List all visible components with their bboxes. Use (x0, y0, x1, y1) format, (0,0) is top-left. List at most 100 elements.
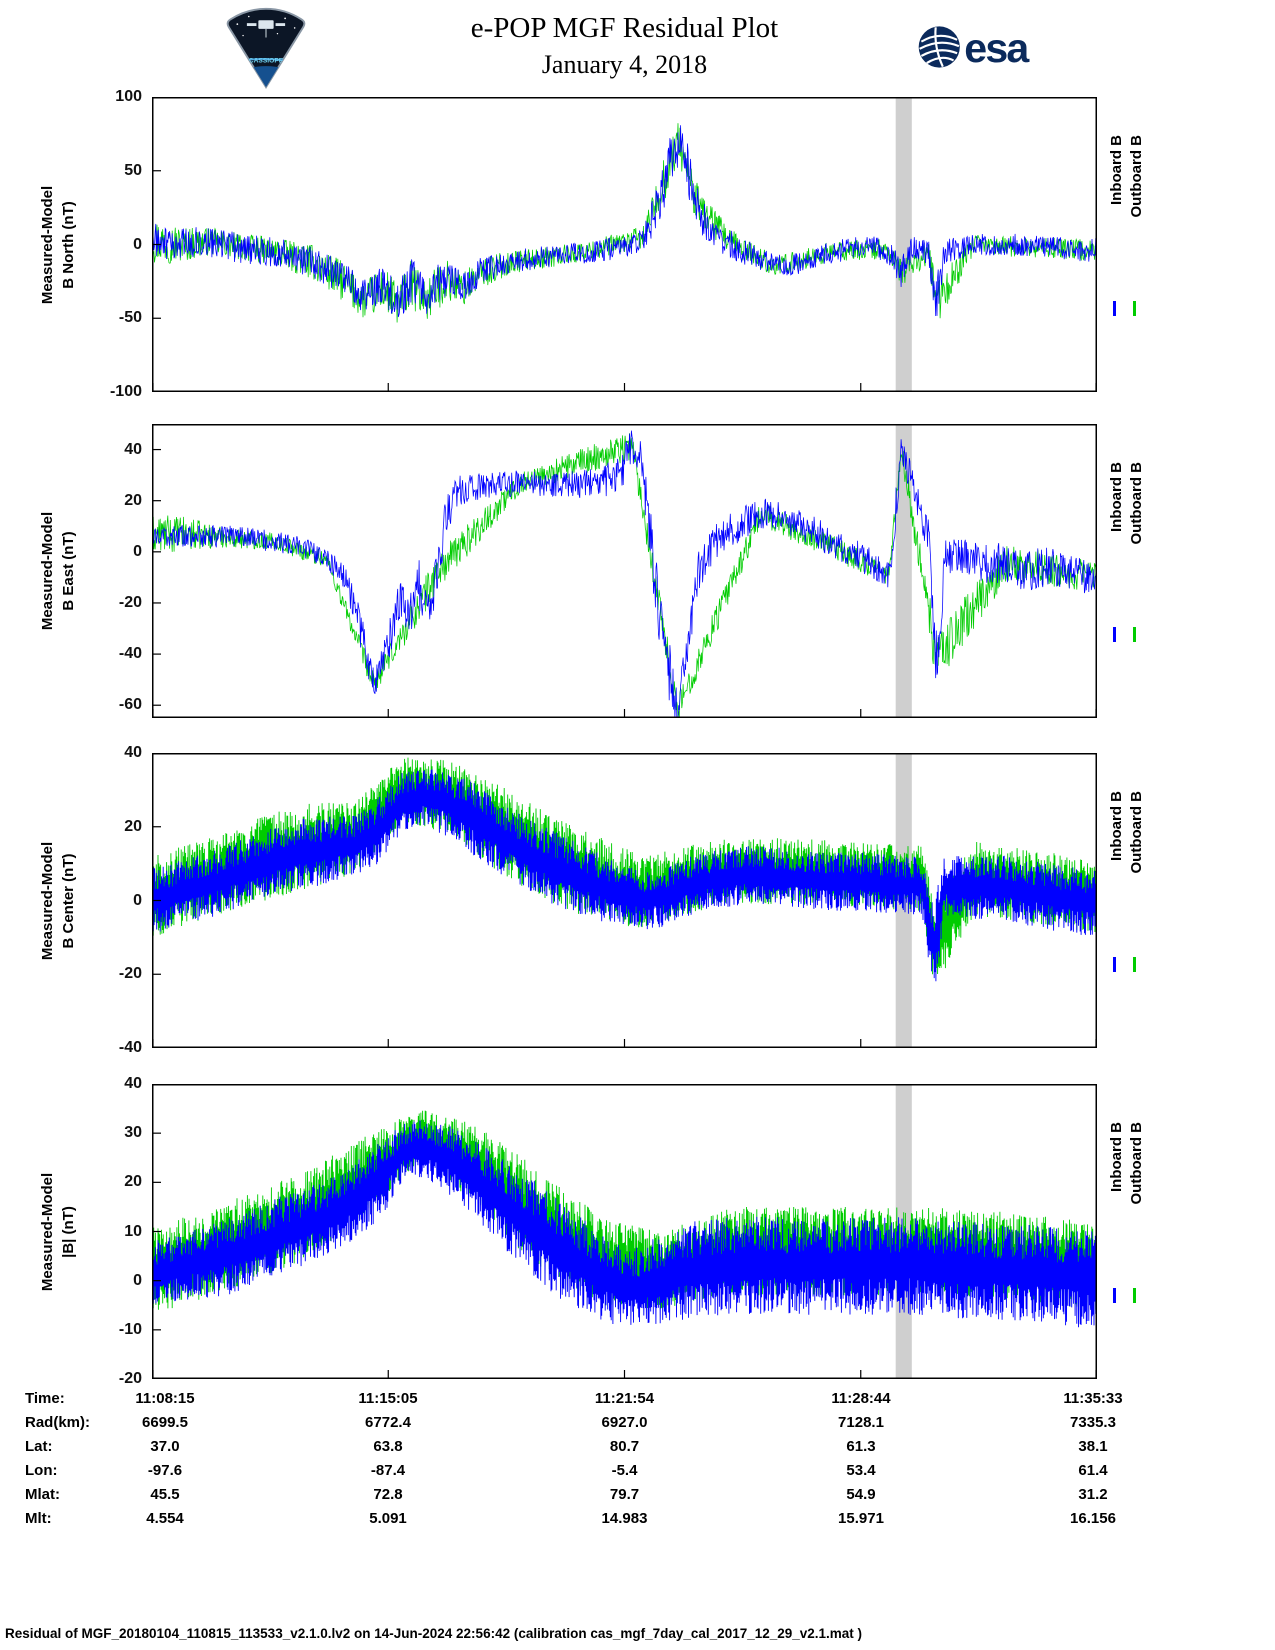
table-row: Time: 11:08:15 11:15:05 11:21:54 11:28:44 11:… (0, 1390, 1275, 1414)
table-row-label: Time: (25, 1390, 65, 1407)
y-tick-label: -10 (118, 1320, 142, 1338)
y-tick-label: 40 (124, 744, 142, 761)
table-row-label: Mlt: (25, 1510, 52, 1527)
y-tick-label: -60 (118, 696, 142, 714)
legend-inboard-swatch (1113, 626, 1116, 642)
y-tick-label: -100 (109, 383, 142, 400)
table-value: 4.554 (146, 1510, 184, 1527)
table-value: 54.9 (846, 1486, 876, 1503)
y-tick-label: -40 (118, 645, 142, 663)
y-tick-label: 40 (124, 1075, 142, 1092)
y-tick-label: 0 (133, 891, 142, 909)
plot-area-b-magnitude (152, 1084, 1097, 1379)
esa-logo: esa (916, 20, 1068, 79)
cassiope-logo: CASSIOPE (218, 5, 314, 96)
table-row: Mlat: 45.5 72.8 79.7 54.9 31.2 (0, 1486, 1275, 1510)
table-row: Lon: -97.6 -87.4 -5.4 53.4 61.4 (0, 1462, 1275, 1486)
table-value: 45.5 (150, 1486, 180, 1503)
table-row-label: Lon: (25, 1462, 58, 1479)
page-title: e-POP MGF Residual Plot (470, 12, 779, 44)
highlight-band (895, 97, 912, 392)
legend-inboard-label: Inboard B (1108, 791, 1125, 862)
cassiope-mission-patch: CASSIOPE (226, 7, 306, 89)
table-value: 6699.5 (142, 1414, 188, 1431)
legend-outboard-swatch (1133, 626, 1136, 642)
y-tick-label: 50 (124, 161, 142, 179)
legend-outboard-label: Outboard B (1128, 462, 1145, 545)
legend-outboard-label: Outboard B (1128, 1122, 1145, 1205)
y-tick-labels: 40 20 0 -20 -40 (0, 744, 150, 1056)
table-value: 6927.0 (601, 1414, 648, 1431)
series-outboard-b (152, 433, 1097, 718)
table-value: 11:08:15 (135, 1390, 195, 1407)
satellite-icon (246, 20, 286, 29)
y-tick-label: 0 (133, 542, 142, 560)
y-tick-label: 0 (133, 1271, 142, 1289)
table-value: 5.091 (369, 1510, 407, 1527)
series-inboard-b (152, 125, 1097, 318)
y-tick-label: 20 (124, 1173, 142, 1191)
y-tick-label: 30 (124, 1124, 142, 1142)
series-outboard-b (152, 123, 1097, 323)
y-tick-label: -40 (118, 1039, 142, 1056)
plot-area-b-east (152, 424, 1097, 718)
panel-b-magnitude: Measured-Model |B| (nT) 40 30 20 10 0 -10 -20 … (0, 1075, 1275, 1387)
y-tick-label: -20 (118, 965, 142, 983)
esa-wordmark: esa (964, 25, 1030, 71)
esa-logo-graphic: esa (918, 25, 1032, 71)
legend-inboard-label: Inboard B (1108, 1122, 1125, 1193)
table-value: 72.8 (373, 1486, 403, 1503)
highlight-band (895, 424, 912, 718)
panel-b-center: Measured-Model B Center (nT) 40 20 0 -20 -40… (0, 744, 1275, 1056)
ephemeris-table: Time: 11:08:15 11:15:05 11:21:54 11:28:44 11:… (0, 1390, 1275, 1534)
table-row: Mlt: 4.554 5.091 14.983 15.971 16.156 (0, 1510, 1275, 1534)
table-row: Lat: 37.0 63.8 80.7 61.3 38.1 (0, 1438, 1275, 1462)
axes-border (152, 97, 1097, 392)
table-value: 61.4 (1078, 1462, 1108, 1479)
panel-b-east: Measured-Model B East (nT) 40 20 0 -20 -40 -6… (0, 424, 1275, 718)
legend-outboard-swatch (1133, 956, 1136, 972)
table-value: 7335.3 (1070, 1414, 1116, 1431)
legend-inboard-label: Inboard B (1108, 135, 1125, 206)
table-value: 61.3 (846, 1438, 876, 1455)
legend: Inboard B Outboard B (1102, 424, 1172, 718)
table-row: Rad(km): 6699.5 6772.4 6927.0 7128.1 7335.3 (0, 1414, 1275, 1438)
table-value: 6772.4 (365, 1414, 411, 1431)
legend-inboard-swatch (1113, 1287, 1116, 1303)
y-tick-label: -20 (118, 593, 142, 611)
legend: Inboard B Outboard B (1102, 1084, 1172, 1379)
table-value: 63.8 (373, 1438, 403, 1455)
y-tick-label: -50 (118, 309, 142, 327)
legend-outboard-swatch (1133, 1287, 1136, 1303)
legend-outboard-label: Outboard B (1128, 791, 1145, 874)
axes-border (152, 1084, 1097, 1379)
table-value: 11:21:54 (594, 1390, 655, 1407)
page-subtitle: January 4, 2018 (541, 50, 708, 80)
plot-area-b-north (152, 97, 1097, 392)
table-value: 79.7 (609, 1486, 640, 1503)
table-row-label: Lat: (25, 1438, 53, 1455)
table-value: -87.4 (370, 1462, 406, 1479)
axes-border (152, 753, 1097, 1048)
patch-shield (226, 7, 306, 89)
legend: Inboard B Outboard B (1102, 97, 1172, 392)
patch-orbit-arc (227, 58, 305, 69)
table-value: 15.971 (838, 1510, 884, 1527)
series-inboard-b (152, 769, 1097, 982)
table-row-label: Rad(km): (25, 1414, 91, 1431)
panel-b-north: Measured-Model B North (nT) 100 50 0 -50 -10… (0, 88, 1275, 400)
table-value: -5.4 (611, 1462, 638, 1479)
y-tick-labels: 100 50 0 -50 -100 (0, 88, 150, 400)
patch-caption: CASSIOPE (249, 57, 284, 64)
legend-inboard-swatch (1113, 300, 1116, 316)
table-value: 37.0 (150, 1438, 180, 1455)
legend-outboard-swatch (1133, 300, 1136, 316)
legend-outboard-label: Outboard B (1128, 135, 1145, 218)
y-tick-label: 100 (115, 88, 142, 105)
table-value: 11:15:05 (358, 1390, 418, 1407)
table-value: 80.7 (609, 1438, 640, 1455)
table-value: 16.156 (1070, 1510, 1116, 1527)
legend-inboard-label: Inboard B (1108, 462, 1125, 533)
y-tick-labels: 40 30 20 10 0 -10 -20 (0, 1075, 150, 1387)
